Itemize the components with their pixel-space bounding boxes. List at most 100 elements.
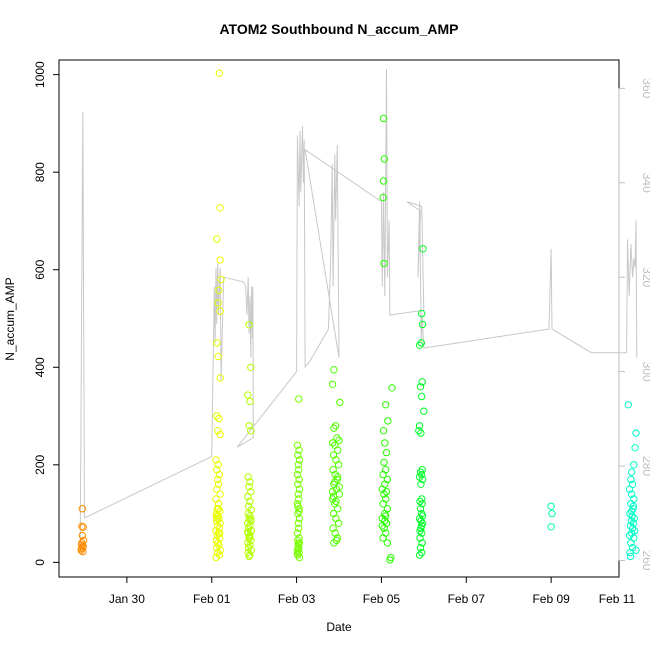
data-point (626, 552, 635, 561)
data-point (294, 480, 302, 488)
data-point (380, 155, 389, 163)
x-tick-label: Jan 30 (109, 592, 145, 606)
y-tick-label: 0 (33, 559, 47, 566)
data-point (415, 422, 424, 430)
data-point (294, 461, 302, 469)
data-point (330, 424, 338, 432)
data-point (382, 448, 391, 457)
y-tick-label: 400 (33, 357, 47, 377)
data-point (548, 509, 556, 518)
data-point (334, 473, 342, 481)
series-group (624, 401, 640, 561)
data-point (214, 480, 223, 488)
series-group (77, 505, 88, 556)
data-point (383, 539, 392, 547)
data-point (416, 383, 425, 391)
data-point (216, 490, 224, 498)
data-point (216, 204, 224, 212)
series-group (328, 366, 344, 547)
data-point (380, 490, 388, 498)
x-tick-label: Feb 03 (278, 592, 316, 606)
data-point (381, 439, 389, 447)
data-point (628, 468, 636, 476)
data-point (628, 490, 636, 498)
series-group (415, 245, 428, 559)
data-point (417, 429, 425, 437)
data-point (334, 461, 343, 469)
data-point (547, 523, 555, 531)
data-point (246, 397, 254, 406)
data-point (380, 458, 388, 467)
data-point (330, 366, 338, 374)
data-point (244, 391, 252, 399)
data-point (244, 544, 253, 552)
data-point (419, 245, 427, 253)
y2-tick-label: 300 (640, 362, 650, 382)
data-point (383, 505, 392, 513)
data-point (629, 502, 638, 510)
data-point (418, 378, 426, 386)
y2-tick-label: 340 (640, 173, 650, 193)
data-point (416, 527, 424, 535)
data-point (212, 553, 220, 562)
data-point (293, 470, 302, 479)
data-point (214, 299, 222, 307)
data-point (213, 412, 221, 420)
data-point (418, 309, 426, 318)
data-point (418, 470, 426, 479)
data-point (294, 540, 302, 548)
y-tick-label: 1000 (33, 61, 47, 88)
data-point (215, 541, 223, 549)
data-point (245, 422, 253, 430)
data-point (295, 466, 303, 474)
data-point (331, 470, 339, 479)
data-point (379, 427, 388, 435)
data-point (628, 524, 637, 532)
data-point (246, 533, 254, 541)
data-point (78, 505, 87, 513)
x-tick-label: Feb 11 (599, 592, 636, 606)
data-point (294, 519, 302, 527)
data-point (244, 492, 252, 501)
data-point (418, 539, 426, 547)
data-point (329, 466, 337, 474)
data-point (379, 534, 387, 542)
data-point (336, 398, 344, 407)
data-point (627, 539, 635, 547)
data-point (416, 505, 425, 513)
x-tick-label: Feb 05 (363, 592, 401, 606)
data-point (328, 380, 337, 388)
series-line (79, 69, 638, 552)
data-point (247, 515, 255, 524)
data-point (246, 478, 254, 486)
data-point (328, 439, 337, 447)
y2-tick-label: 280 (640, 456, 650, 476)
data-point (215, 69, 224, 77)
data-point (294, 502, 302, 510)
data-point (293, 549, 302, 558)
data-point (215, 414, 223, 423)
data-point (628, 507, 636, 515)
data-point (214, 505, 223, 513)
data-point (418, 548, 426, 557)
series-group (293, 395, 304, 562)
x-axis: Jan 30 Feb 01 Feb 03 Feb 05 Feb 07 Feb 09 Feb … (109, 576, 636, 606)
data-point (216, 256, 224, 264)
data-point (332, 497, 340, 506)
data-point (212, 512, 221, 520)
data-point (214, 427, 222, 435)
data-point (382, 466, 390, 474)
data-point (245, 552, 253, 561)
data-point (216, 546, 224, 554)
data-point (415, 341, 424, 349)
data-point (334, 446, 342, 454)
data-point (212, 527, 220, 535)
data-point (295, 514, 304, 523)
y-axis-left: 0 200 400 600 800 1000 (33, 61, 60, 566)
data-point (628, 529, 636, 537)
data-point (630, 461, 638, 469)
data-point (334, 505, 342, 513)
data-point (216, 307, 224, 315)
data-point (293, 441, 302, 449)
data-point (627, 475, 635, 484)
